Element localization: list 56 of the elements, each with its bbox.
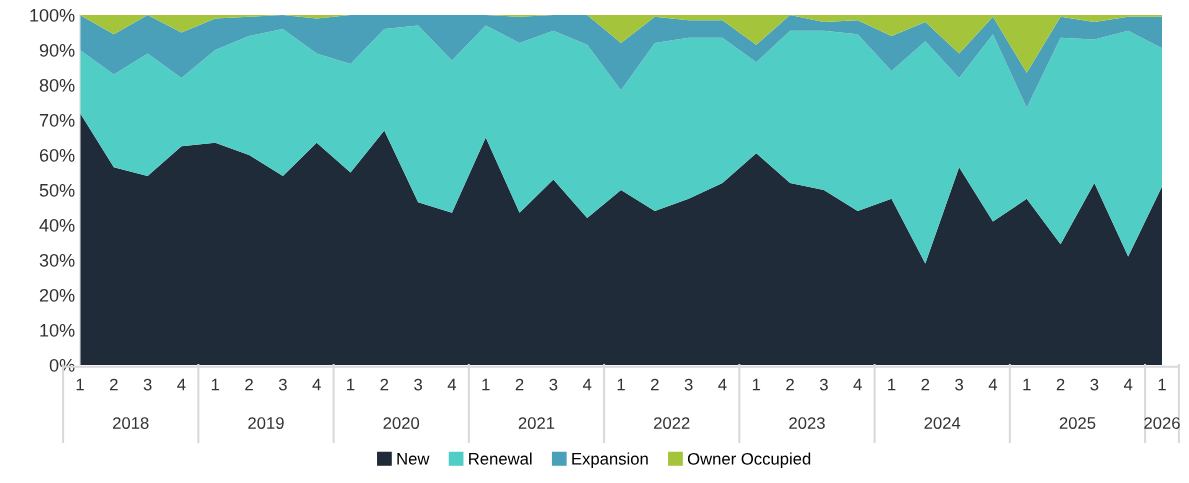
y-tick-label: 30% [39, 253, 75, 267]
y-tick-label: 40% [39, 218, 75, 232]
x-tick-label: 2 [380, 378, 389, 391]
x-tick-label: 3 [684, 378, 693, 391]
x-tick-label: 2 [651, 378, 659, 391]
x-tick-label: 2 [515, 378, 524, 391]
x-tick-label: 4 [447, 378, 457, 391]
x-tick-label: 2 [245, 378, 253, 391]
x-tick-label: 1 [888, 378, 896, 391]
text: 2019 [248, 417, 284, 429]
y-tick-label: 60% [39, 148, 75, 162]
x-tick-label: 4 [312, 378, 321, 391]
x-tick-label: 4 [1123, 378, 1133, 391]
x-tick-label: 4 [582, 378, 592, 391]
y-tick-label: 70% [39, 113, 75, 127]
x-tick-label: 3 [1090, 378, 1099, 391]
y-tick-label: 90% [39, 43, 75, 57]
legend-label: Owner Occupied [687, 452, 811, 468]
y-tick-label: 20% [39, 288, 75, 302]
y-tick-label: 100% [30, 8, 75, 22]
text: 2021 [518, 417, 555, 429]
legend-label: New [397, 453, 430, 465]
x-tick-label: 1 [1158, 378, 1166, 391]
legend-label: Renewal [469, 452, 532, 465]
legend-label: Expansion [572, 452, 648, 468]
y-tick-label: 80% [39, 78, 75, 92]
text: 2022 [654, 417, 690, 429]
x-tick-label: 1 [482, 378, 490, 391]
x-tick-label: 2 [921, 378, 930, 391]
text: 2025 [1059, 417, 1096, 429]
x-tick-label: 3 [414, 378, 423, 391]
x-tick-label: 1 [1023, 378, 1031, 391]
x-tick-label: 4 [177, 378, 186, 391]
y-tick-label: 10% [40, 323, 75, 337]
x-tick-label: 3 [549, 378, 558, 391]
text: 2024 [924, 417, 961, 429]
text: 2020 [383, 417, 420, 429]
x-tick-label: 3 [143, 378, 152, 391]
x-tick-label: 1 [752, 378, 761, 391]
text: 2026 [1144, 417, 1180, 429]
y-tick-label: 50% [39, 183, 75, 197]
x-tick-label: 4 [718, 378, 727, 391]
text: 2023 [789, 417, 825, 429]
x-tick-label: 1 [617, 378, 625, 391]
x-tick-label: 1 [347, 378, 355, 391]
text: 2018 [113, 417, 149, 429]
x-tick-label: 3 [278, 378, 287, 391]
x-tick-label: 2 [1056, 378, 1065, 391]
x-tick-label: 4 [988, 378, 998, 391]
x-tick-label: 2 [110, 378, 118, 391]
x-tick-label: 4 [853, 378, 862, 391]
x-tick-label: 3 [819, 378, 828, 391]
x-tick-label: 3 [955, 378, 964, 391]
x-tick-label: 2 [786, 378, 794, 391]
x-tick-label: 1 [211, 378, 220, 391]
x-tick-label: 1 [76, 378, 84, 391]
